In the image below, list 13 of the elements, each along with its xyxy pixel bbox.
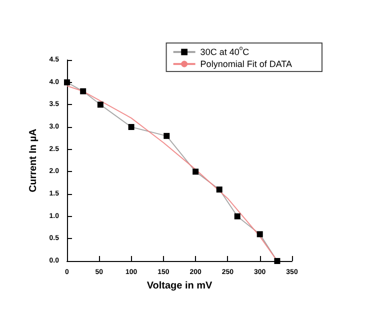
point <box>64 79 70 86</box>
y-axis-title: Current In µA <box>28 128 39 192</box>
point <box>192 168 199 175</box>
point <box>216 186 222 193</box>
point <box>164 132 170 139</box>
point <box>274 258 280 264</box>
point <box>256 231 263 238</box>
point <box>128 124 134 130</box>
x-axis-title: Voltage in mV <box>146 280 213 292</box>
legend-label: Polynomial Fit of DATA <box>200 59 292 69</box>
point <box>97 102 104 108</box>
point <box>234 213 240 220</box>
point <box>80 88 86 94</box>
